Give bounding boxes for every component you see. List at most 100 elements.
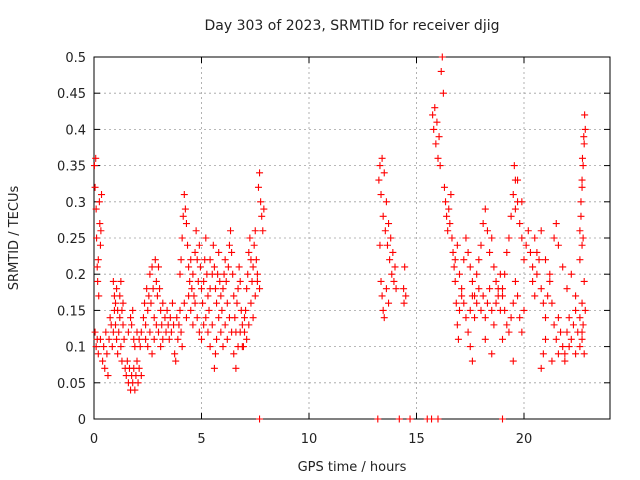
data-point bbox=[510, 162, 518, 170]
data-point bbox=[180, 299, 188, 307]
data-point bbox=[177, 256, 185, 264]
data-point bbox=[146, 328, 154, 336]
data-point bbox=[581, 306, 589, 314]
data-point bbox=[175, 321, 183, 329]
data-point bbox=[524, 227, 532, 235]
data-point bbox=[102, 328, 110, 336]
data-point bbox=[526, 248, 534, 256]
data-point bbox=[91, 183, 99, 191]
data-point bbox=[449, 248, 457, 256]
chart-title: Day 303 of 2023, SRMTID for receiver dji… bbox=[205, 18, 500, 34]
data-point bbox=[466, 343, 474, 351]
data-point bbox=[198, 285, 205, 293]
data-point bbox=[544, 292, 552, 300]
data-point bbox=[185, 263, 193, 271]
data-point bbox=[143, 285, 151, 293]
data-point bbox=[210, 263, 218, 271]
data-point bbox=[456, 306, 463, 314]
data-point bbox=[481, 314, 489, 322]
data-point bbox=[580, 140, 588, 148]
data-point bbox=[228, 328, 236, 336]
data-point bbox=[430, 125, 438, 133]
data-point bbox=[99, 357, 107, 365]
data-point bbox=[113, 285, 121, 293]
data-point bbox=[112, 321, 119, 329]
data-point bbox=[257, 198, 265, 206]
data-point bbox=[453, 321, 461, 329]
data-point bbox=[429, 111, 437, 119]
data-point bbox=[569, 321, 577, 329]
data-point bbox=[150, 314, 158, 322]
data-point bbox=[581, 111, 589, 119]
data-point bbox=[202, 234, 210, 242]
data-point bbox=[216, 277, 224, 285]
data-point bbox=[193, 314, 201, 322]
data-point bbox=[539, 350, 547, 358]
data-point bbox=[387, 234, 395, 242]
data-point bbox=[141, 299, 149, 307]
x-tick-label: 5 bbox=[197, 432, 205, 447]
data-point bbox=[503, 248, 511, 256]
data-point bbox=[471, 314, 479, 322]
data-point bbox=[131, 343, 139, 351]
data-point bbox=[578, 328, 586, 336]
data-point bbox=[199, 299, 207, 307]
data-points bbox=[90, 53, 589, 423]
data-point bbox=[378, 154, 386, 162]
data-point bbox=[516, 220, 524, 228]
data-point bbox=[450, 263, 458, 271]
data-point bbox=[123, 357, 131, 365]
data-point bbox=[214, 270, 222, 278]
data-point bbox=[209, 241, 217, 249]
data-point bbox=[103, 350, 111, 358]
data-point bbox=[168, 299, 176, 307]
data-point bbox=[395, 415, 403, 423]
data-point bbox=[159, 299, 167, 307]
data-point bbox=[245, 248, 253, 256]
data-point bbox=[505, 328, 513, 336]
data-point bbox=[133, 357, 141, 365]
data-point bbox=[191, 248, 199, 256]
data-point bbox=[166, 314, 174, 322]
data-point bbox=[97, 227, 105, 235]
data-point bbox=[572, 292, 580, 300]
data-point bbox=[256, 285, 264, 293]
data-point bbox=[542, 256, 549, 264]
data-point bbox=[492, 299, 500, 307]
data-point bbox=[483, 227, 491, 235]
data-point bbox=[135, 364, 143, 372]
data-point bbox=[137, 372, 145, 380]
data-point bbox=[505, 234, 513, 242]
data-point bbox=[118, 306, 126, 314]
data-point bbox=[174, 335, 182, 343]
data-point bbox=[460, 299, 468, 307]
data-point bbox=[91, 328, 99, 336]
data-point bbox=[157, 343, 165, 351]
data-point bbox=[561, 357, 569, 365]
data-point bbox=[576, 227, 584, 235]
data-point bbox=[473, 299, 481, 307]
data-point bbox=[535, 256, 543, 264]
data-point bbox=[178, 234, 186, 242]
data-point bbox=[579, 162, 587, 170]
data-point bbox=[243, 285, 251, 293]
data-point bbox=[251, 292, 259, 300]
data-point bbox=[113, 335, 121, 343]
data-point bbox=[578, 241, 586, 249]
data-point bbox=[391, 263, 399, 271]
data-point bbox=[376, 162, 384, 170]
data-point bbox=[114, 350, 122, 358]
data-point bbox=[458, 292, 466, 300]
data-point bbox=[579, 234, 587, 242]
data-point bbox=[188, 285, 196, 293]
data-point bbox=[477, 306, 485, 314]
data-point bbox=[252, 256, 260, 264]
data-point bbox=[548, 299, 556, 307]
data-point bbox=[509, 357, 517, 365]
data-point bbox=[454, 335, 462, 343]
data-point bbox=[448, 234, 456, 242]
x-tick-label: 20 bbox=[516, 432, 533, 447]
data-point bbox=[186, 277, 194, 285]
data-point bbox=[131, 386, 139, 394]
data-point bbox=[402, 292, 410, 300]
